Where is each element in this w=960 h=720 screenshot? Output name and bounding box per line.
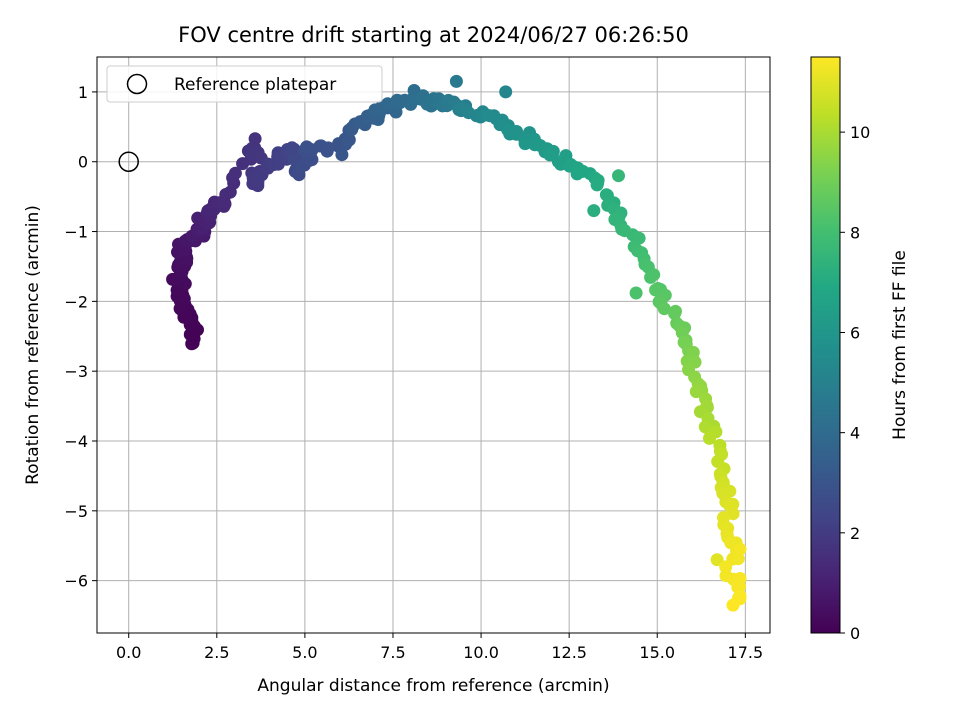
- colorbar: 0 2 4 6 8 10 Hours from first FF file: [810, 56, 910, 643]
- x-tick-label: 17.5: [728, 643, 764, 662]
- plot-frame: [96, 56, 771, 634]
- data-point: [587, 204, 601, 218]
- data-point: [449, 74, 463, 88]
- data-point: [228, 166, 242, 180]
- legend: Reference platepar: [106, 65, 383, 103]
- x-tick-label: 12.5: [551, 643, 587, 662]
- x-axis-label: Angular distance from reference (arcmin): [257, 676, 609, 696]
- colorbar-tick-label: 4: [850, 424, 860, 443]
- x-tick-label: 5.0: [292, 643, 317, 662]
- data-point: [629, 286, 643, 300]
- data-point: [703, 431, 716, 445]
- x-tick-label: 0.0: [116, 643, 141, 662]
- data-point: [669, 304, 682, 318]
- data-point: [321, 141, 335, 155]
- colorbar-tick-label: 0: [850, 624, 860, 643]
- data-point: [719, 560, 733, 574]
- legend-marker: [126, 73, 148, 95]
- data-point: [657, 302, 671, 316]
- x-tick-label: 2.5: [204, 643, 229, 662]
- colorbar-ticks: 0 2 4 6 8 10: [840, 123, 870, 643]
- colorbar-gradient: [810, 56, 841, 634]
- data-points: [166, 74, 747, 612]
- data-point: [733, 572, 747, 585]
- chart-title: FOV centre drift starting at 2024/06/27 …: [178, 23, 689, 47]
- data-point: [649, 283, 663, 297]
- data-point: [590, 178, 604, 192]
- y-tick-label: −4: [64, 432, 88, 451]
- reference-platepar-marker: [118, 151, 139, 172]
- y-axis-ticks: 1 0 −1 −2 −3 −4 −5 −6: [64, 83, 97, 591]
- y-tick-label: 0: [78, 153, 88, 172]
- y-tick-label: 1: [78, 83, 88, 102]
- data-point: [733, 542, 747, 556]
- colorbar-tick-label: 10: [850, 123, 870, 142]
- colorbar-tick-label: 2: [850, 524, 860, 543]
- data-point: [300, 140, 314, 154]
- y-axis-label: Rotation from reference (arcmin): [23, 205, 43, 485]
- data-point: [341, 134, 355, 148]
- y-tick-label: −2: [64, 292, 88, 311]
- y-tick-label: −6: [64, 572, 88, 591]
- legend-box: [106, 65, 383, 103]
- x-axis-ticks: 0.0 2.5 5.0 7.5 10.0 12.5 15.0 17.5: [116, 633, 763, 662]
- data-point: [499, 85, 513, 99]
- colorbar-tick-label: 8: [850, 223, 860, 242]
- y-tick-label: −5: [64, 502, 88, 521]
- x-tick-label: 7.5: [380, 643, 405, 662]
- data-point: [689, 385, 703, 399]
- data-point: [647, 268, 661, 282]
- data-point: [710, 553, 724, 567]
- data-point: [733, 589, 747, 603]
- colorbar-label: Hours from first FF file: [890, 250, 910, 440]
- x-tick-label: 10.0: [463, 643, 499, 662]
- y-tick-label: −3: [64, 362, 88, 381]
- legend-entry-reference-platepar: Reference platepar: [174, 75, 336, 95]
- x-tick-label: 15.0: [639, 643, 675, 662]
- data-point: [335, 148, 349, 162]
- data-point: [518, 137, 532, 151]
- data-point: [726, 598, 740, 612]
- y-tick-label: −1: [64, 223, 88, 242]
- data-point: [612, 169, 625, 183]
- colorbar-tick-label: 6: [850, 323, 860, 342]
